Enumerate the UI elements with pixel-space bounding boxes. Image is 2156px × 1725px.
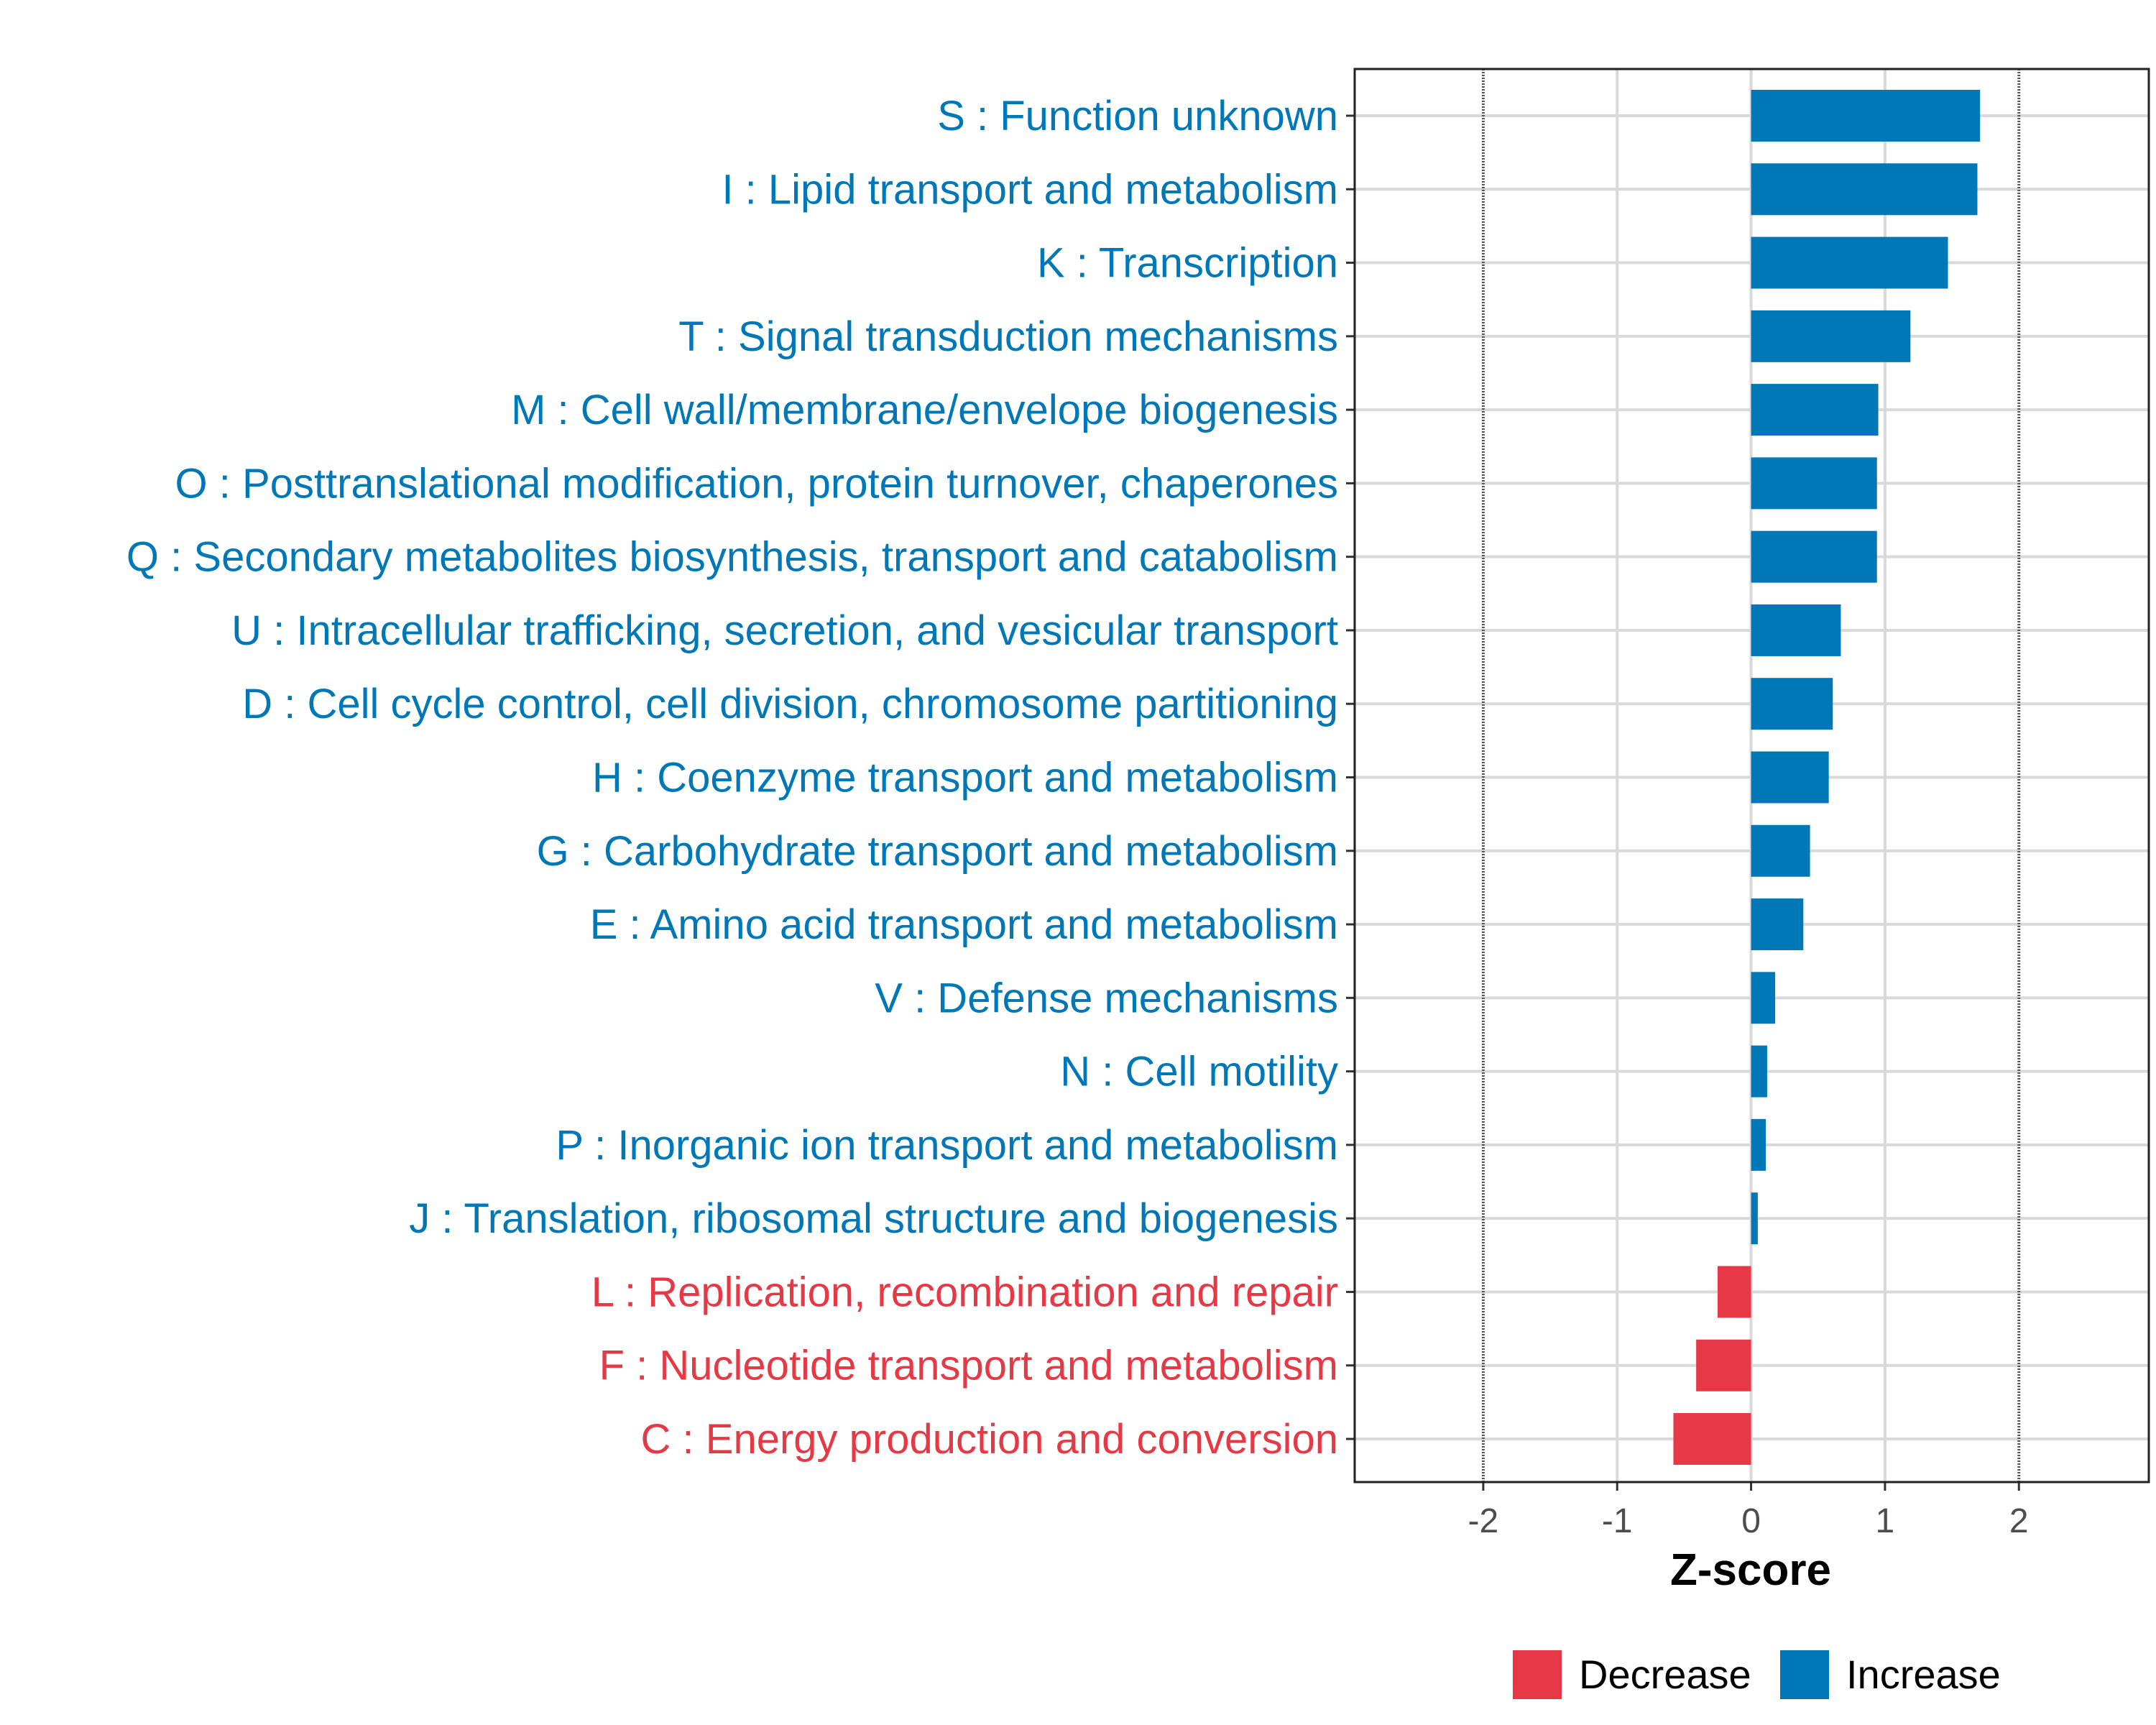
bar <box>1751 604 1841 656</box>
x-tick-label: 1 <box>1876 1502 1895 1540</box>
category-label: L : Replication, recombination and repai… <box>591 1269 1338 1315</box>
bars <box>1673 90 1981 1465</box>
bar <box>1751 310 1911 362</box>
bar <box>1717 1266 1751 1318</box>
category-label: J : Translation, ribosomal structure and… <box>409 1195 1338 1242</box>
x-tick-label: -2 <box>1468 1502 1499 1540</box>
bar <box>1751 1045 1767 1098</box>
category-label: C : Energy production and conversion <box>641 1416 1338 1463</box>
legend: Decrease Increase <box>1513 1650 2001 1699</box>
legend-swatch <box>1780 1650 1829 1699</box>
category-label: V : Defense mechanisms <box>875 975 1338 1021</box>
legend-swatch <box>1513 1650 1562 1699</box>
legend-label: Decrease <box>1579 1652 1751 1697</box>
category-label: K : Transcription <box>1037 240 1338 287</box>
bar <box>1751 751 1829 804</box>
x-axis-title: Z-score <box>1670 1545 1831 1595</box>
category-label: H : Coenzyme transport and metabolism <box>592 755 1338 801</box>
bar <box>1751 824 1810 877</box>
x-tick-label: -1 <box>1602 1502 1633 1540</box>
category-label: T : Signal transduction mechanisms <box>678 313 1338 360</box>
category-labels: S : Function unknown I : Lipid transport … <box>126 93 1355 1463</box>
legend-label: Increase <box>1846 1652 2001 1697</box>
bar <box>1751 163 1978 216</box>
category-label: M : Cell wall/membrane/envelope biogenes… <box>511 387 1338 433</box>
bar <box>1751 1118 1766 1171</box>
plot-panel-border <box>1353 68 2150 1484</box>
category-label: Q : Secondary metabolites biosynthesis, … <box>126 534 1338 581</box>
category-label: I : Lipid transport and metabolism <box>722 166 1338 213</box>
bar <box>1751 898 1804 951</box>
bar <box>1751 530 1877 583</box>
bar <box>1751 1192 1758 1245</box>
x-tick-label: 2 <box>2009 1502 2029 1540</box>
category-label: S : Function unknown <box>937 93 1338 139</box>
bar <box>1751 236 1948 289</box>
category-label: O : Posttranslational modification, prot… <box>175 460 1338 507</box>
bar <box>1673 1413 1751 1465</box>
bar <box>1751 384 1879 436</box>
category-label: F : Nucleotide transport and metabolism <box>599 1343 1338 1389</box>
bar <box>1751 457 1877 510</box>
bar <box>1751 678 1833 730</box>
bar <box>1751 972 1776 1024</box>
x-tick-label: 0 <box>1741 1502 1761 1540</box>
category-label: G : Carbohydrate transport and metabolis… <box>537 828 1338 875</box>
category-label: P : Inorganic ion transport and metaboli… <box>556 1122 1338 1169</box>
category-label: N : Cell motility <box>1060 1049 1338 1095</box>
x-axis: -2 -1 0 1 2 <box>1468 1482 2029 1540</box>
category-label: D : Cell cycle control, cell division, c… <box>242 681 1338 727</box>
bar <box>1751 90 1981 142</box>
category-label: E : Amino acid transport and metabolism <box>590 901 1338 948</box>
bar <box>1696 1339 1751 1392</box>
category-label: U : Intracellular trafficking, secretion… <box>231 607 1338 654</box>
